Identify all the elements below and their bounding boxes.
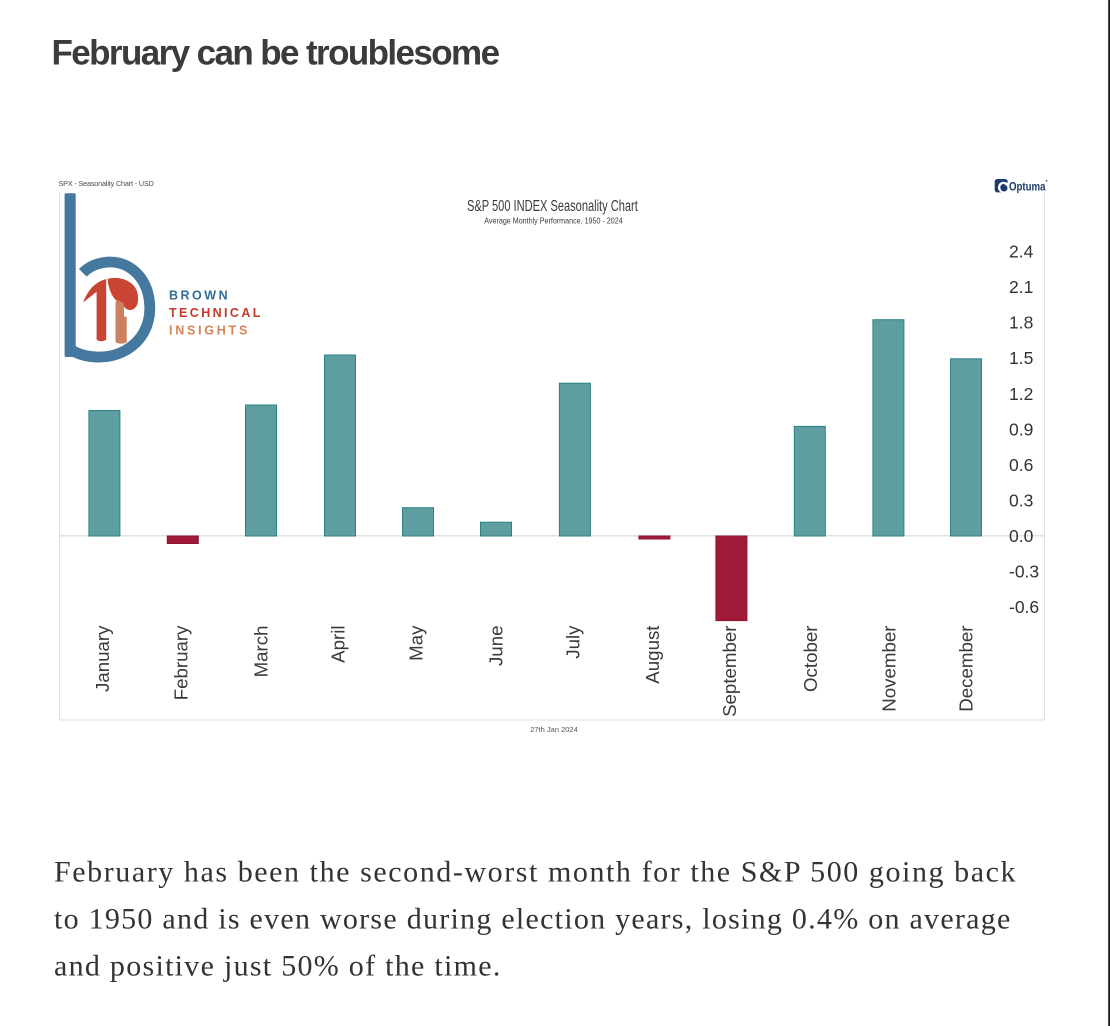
svg-text:27th Jan 2024: 27th Jan 2024	[530, 725, 578, 734]
svg-text:S&P 500 INDEX Seasonality Char: S&P 500 INDEX Seasonality Chart	[467, 198, 638, 215]
svg-text:INSIGHTS: INSIGHTS	[169, 324, 250, 338]
svg-text:-0.6: -0.6	[1009, 597, 1039, 617]
svg-text:October: October	[800, 626, 821, 692]
svg-text:February can be troublesome: February can be troublesome	[52, 34, 500, 73]
svg-text:Average Monthly Performance, 1: Average Monthly Performance, 1950 - 2024	[484, 215, 623, 225]
svg-text:1.2: 1.2	[1009, 384, 1033, 404]
svg-text:Optuma: Optuma	[1009, 179, 1046, 193]
svg-text:November: November	[878, 626, 899, 712]
svg-text:0.0: 0.0	[1009, 526, 1034, 546]
svg-text:SPX - Seasonality Chart - USD: SPX - Seasonality Chart - USD	[59, 179, 154, 188]
svg-text:0.6: 0.6	[1009, 455, 1033, 475]
svg-text:February has been the second-w: February has been the second-worst month…	[54, 856, 1017, 889]
svg-text:May: May	[406, 625, 427, 661]
svg-text:-0.3: -0.3	[1009, 562, 1039, 582]
svg-text:February: February	[170, 625, 191, 700]
svg-text:TECHNICAL: TECHNICAL	[169, 306, 263, 320]
svg-text:1.5: 1.5	[1009, 348, 1033, 368]
svg-text:0.3: 0.3	[1009, 490, 1033, 510]
svg-text:2.1: 2.1	[1009, 277, 1033, 297]
svg-text:April: April	[328, 626, 349, 663]
svg-text:March: March	[251, 626, 272, 678]
svg-text:August: August	[642, 625, 663, 684]
svg-text:0.9: 0.9	[1009, 419, 1033, 439]
svg-text:to 1950 and is even worse duri: to 1950 and is even worse during electio…	[54, 903, 1012, 936]
svg-text:September: September	[719, 626, 740, 717]
svg-text:December: December	[956, 626, 977, 712]
svg-text:July: July	[563, 625, 584, 659]
svg-text:and positive just 50% of the t: and positive just 50% of the time.	[54, 950, 502, 983]
svg-text:2.4: 2.4	[1009, 242, 1034, 262]
svg-text:BROWN: BROWN	[169, 289, 230, 303]
svg-text:June: June	[486, 626, 507, 667]
svg-text:1.8: 1.8	[1009, 313, 1033, 333]
svg-text:January: January	[92, 625, 113, 692]
